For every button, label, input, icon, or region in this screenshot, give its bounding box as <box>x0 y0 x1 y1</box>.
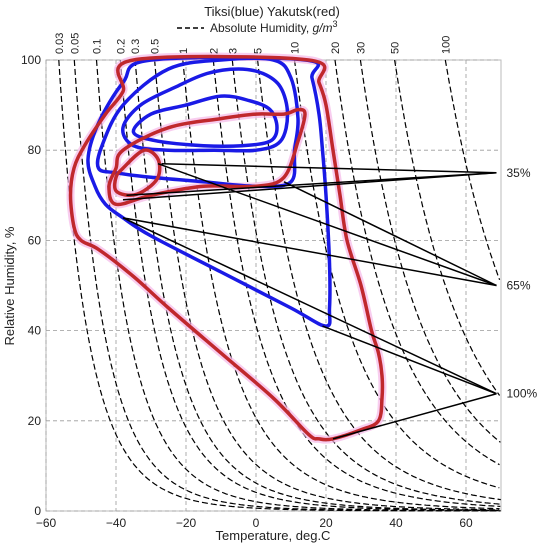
x-tick-label: 40 <box>389 516 403 530</box>
isoline-label: 1 <box>178 48 190 54</box>
isoline <box>119 59 501 512</box>
series <box>66 52 387 444</box>
isoline-label: 0.2 <box>115 39 127 54</box>
isoline <box>444 59 501 281</box>
isoline-label: 100 <box>440 36 452 54</box>
x-ticks: −60 −40 −20 0 20 40 60 <box>36 516 473 530</box>
annotation-label: 35% <box>507 166 531 180</box>
isoline-label: 0.3 <box>130 39 142 54</box>
isoline <box>134 59 501 511</box>
isoline <box>58 59 500 512</box>
isoline-label: 5 <box>253 48 265 54</box>
y-tick-label: 0 <box>34 504 41 518</box>
yakutsk-loop <box>112 148 162 198</box>
isoline <box>359 59 501 443</box>
annotations: 35% 65% 100% <box>122 162 538 440</box>
legend-label-prefix: Absolute Humidity, <box>210 21 313 35</box>
annotation-line <box>126 172 497 197</box>
grid <box>45 59 501 512</box>
isoline-label: 50 <box>390 42 402 54</box>
tiksi-loop <box>86 55 332 328</box>
plot-area <box>45 59 502 512</box>
x-axis-label: Temperature, deg.C <box>216 528 331 543</box>
annotation-line <box>332 393 497 440</box>
legend-label-unit: g/m <box>313 21 333 35</box>
y-tick-label: 60 <box>28 233 42 247</box>
annotation-label: 100% <box>507 387 538 401</box>
annotation-label: 65% <box>507 279 531 293</box>
isoline <box>257 59 501 501</box>
annotation-line <box>122 217 497 395</box>
isoline-label: 3 <box>227 48 239 54</box>
isoline-label: 0.05 <box>69 33 81 54</box>
tiksi-loop <box>95 56 300 189</box>
x-tick-label: −40 <box>106 516 127 530</box>
tiksi-loop <box>131 94 279 148</box>
legend-label: Absolute Humidity, g/m3 <box>210 19 338 35</box>
x-tick-label: 0 <box>253 516 260 530</box>
annotation-line <box>161 162 497 174</box>
annotation-line <box>122 217 497 287</box>
isoline <box>231 59 501 505</box>
y-tick-label: 20 <box>28 414 42 428</box>
annotation-line <box>283 181 497 287</box>
x-tick-label: −20 <box>176 516 197 530</box>
isoline <box>394 59 501 396</box>
y-tick-label: 80 <box>28 143 42 157</box>
y-tick-label: 40 <box>28 324 42 338</box>
yakutsk-loop <box>68 54 385 442</box>
x-tick-label: 60 <box>459 516 473 530</box>
isoline <box>334 59 500 466</box>
y-ticks: 0 20 40 60 80 100 <box>21 53 41 518</box>
absolute-humidity-isolines <box>58 59 501 512</box>
annotation-line <box>157 163 497 287</box>
isoline-label: 0.1 <box>92 39 104 54</box>
isoline <box>95 59 501 512</box>
isoline-labels: 0.03 0.05 0.1 0.2 0.3 0.5 1 2 3 5 10 20 30 50 100 <box>54 33 453 54</box>
annotation-line <box>322 325 497 395</box>
y-axis-label: Relative Humidity, % <box>2 226 17 345</box>
legend-label-exp: 3 <box>333 19 338 29</box>
yakutsk-loop <box>107 107 307 207</box>
isoline-label: 0.03 <box>54 33 66 54</box>
isoline-label: 20 <box>330 42 342 54</box>
tiksi-loop <box>121 67 290 153</box>
isoline-label: 2 <box>208 48 220 54</box>
isoline-label: 0.5 <box>150 39 162 54</box>
x-tick-label: 20 <box>319 516 333 530</box>
isoline-label: 10 <box>290 42 302 54</box>
legend: Absolute Humidity, g/m3 <box>177 19 338 35</box>
isoline <box>182 59 500 510</box>
plot-frame <box>45 59 502 512</box>
chart-title: Tiksi(blue) Yakutsk(red) <box>204 4 340 19</box>
x-tick-label: −60 <box>36 516 57 530</box>
isoline-label: 30 <box>355 42 367 54</box>
y-tick-label: 100 <box>21 53 41 67</box>
